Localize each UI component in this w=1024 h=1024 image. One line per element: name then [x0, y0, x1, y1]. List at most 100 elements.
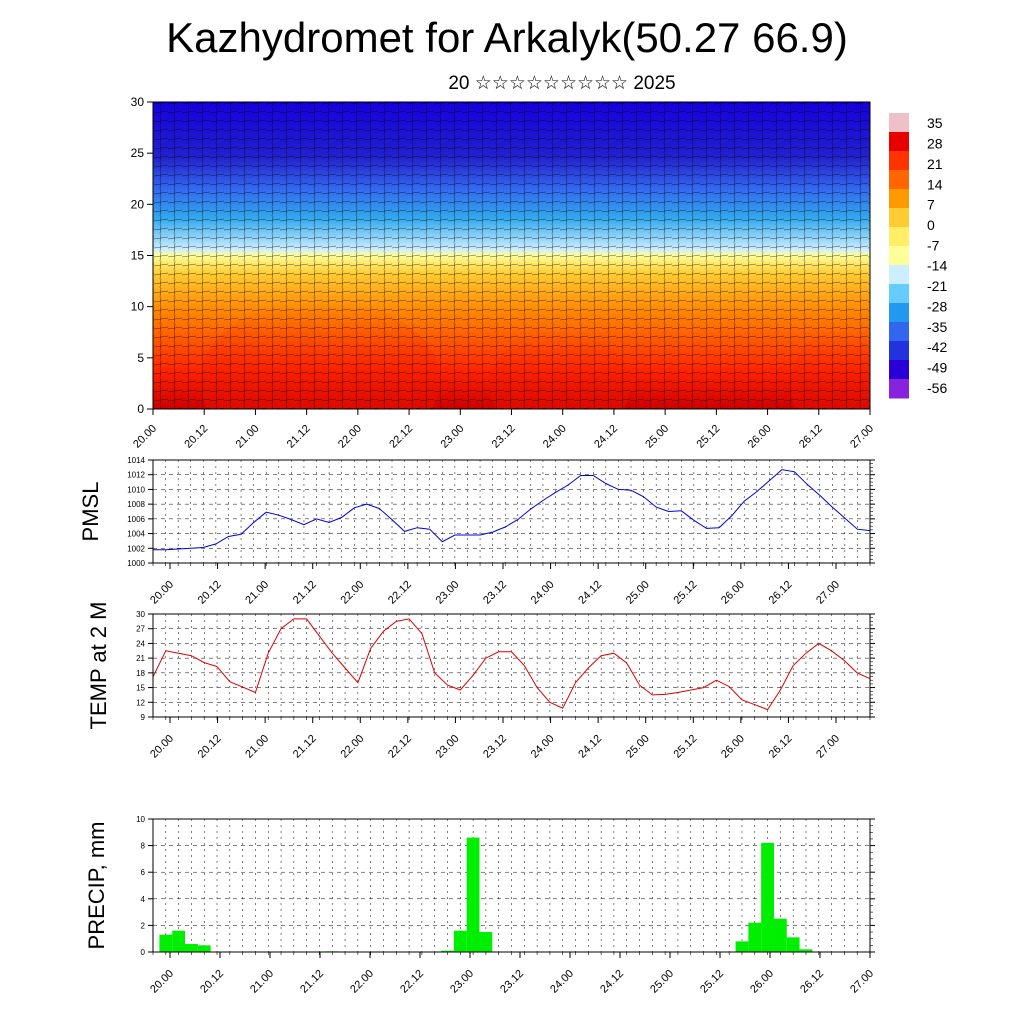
colorbar-label: -7 [927, 237, 940, 253]
x-tick-label: 20.12 [196, 733, 224, 761]
x-tick-label: 22.00 [338, 733, 366, 761]
x-tick-label: 25.00 [648, 968, 676, 996]
x-tick-label: 20.00 [148, 968, 176, 996]
colorbar-label: -14 [927, 258, 947, 274]
colorbar-label: -42 [927, 339, 947, 355]
page-subtitle: 20 ☆☆☆☆☆☆☆☆☆ 2025 [448, 73, 676, 94]
x-tick-label: 21.00 [248, 968, 276, 996]
x-tick-label: 20.12 [182, 423, 210, 451]
y-tick-label: 1000 [127, 559, 145, 568]
colorbar-label: -28 [927, 298, 947, 314]
x-tick-label: 23.12 [490, 423, 518, 451]
x-tick-label: 27.00 [848, 968, 876, 996]
y-tick-label: 30 [136, 610, 145, 619]
colorbar-segment [889, 208, 909, 228]
panel-frame [152, 613, 871, 718]
precip-bar [453, 930, 467, 952]
precip-bar [773, 918, 787, 952]
x-tick-label: 24.00 [548, 968, 576, 996]
x-tick-label: 23.12 [481, 733, 509, 761]
y-tick-label: 1006 [127, 515, 145, 524]
x-tick-label: 26.00 [748, 968, 776, 996]
y-tick-label: 15 [136, 684, 145, 693]
x-tick-label: 24.00 [529, 579, 557, 607]
x-tick-label: 24.00 [529, 733, 557, 761]
temp-line [152, 618, 871, 711]
precip-bar [159, 934, 173, 952]
x-tick-label: 20.12 [198, 968, 226, 996]
y-tick-label: 21 [136, 654, 145, 663]
precip-bar [466, 837, 480, 952]
x-tick-label: 20.00 [131, 423, 159, 451]
x-tick-label: 22.12 [386, 579, 414, 607]
precip-bar [786, 937, 800, 952]
x-tick-label: 26.12 [798, 968, 826, 996]
x-tick-label: 26.12 [767, 579, 795, 607]
colorbar-label: 21 [927, 156, 943, 172]
precip-bar [197, 945, 211, 952]
x-tick-label: 23.00 [434, 579, 462, 607]
y-tick-label: 0 [141, 948, 146, 957]
colorbar-segment [889, 151, 909, 171]
y-tick-label: 6 [141, 868, 146, 877]
panel-frame [152, 459, 871, 564]
y-tick-label: 15 [131, 249, 145, 263]
x-tick-label: 26.12 [767, 733, 795, 761]
colorbar-label: 35 [927, 115, 943, 131]
y-axis-label: PMSL [78, 482, 103, 542]
y-tick-label: 27 [136, 625, 145, 634]
x-tick-label: 27.00 [814, 733, 842, 761]
y-tick-label: 1004 [127, 530, 145, 539]
precip-panel: 0 2 4 6 8 10 20.00 20.12 21.00 21.12 22.00 22.12 23.… [84, 815, 876, 996]
y-tick-label: 10 [136, 815, 145, 824]
y-tick-label: 5 [137, 351, 144, 365]
y-tick-label: 1010 [127, 485, 145, 494]
precip-bar [172, 930, 186, 952]
x-tick-label: 21.00 [243, 579, 271, 607]
colorbar-label: 0 [927, 217, 935, 233]
x-tick-label: 27.00 [814, 579, 842, 607]
x-tick-label: 21.00 [243, 733, 271, 761]
y-tick-label: 24 [136, 639, 145, 648]
x-tick-label: 25.00 [643, 423, 671, 451]
pmsl-line [153, 469, 871, 551]
colorbar-segment [889, 379, 909, 399]
y-tick-label: 9 [141, 713, 146, 722]
colorbar-segment [889, 246, 909, 266]
colorbar-segment [889, 360, 909, 380]
y-tick-label: 1014 [127, 456, 145, 465]
x-tick-label: 20.00 [148, 579, 176, 607]
y-tick-label: 1008 [127, 500, 145, 509]
x-tick-label: 24.12 [592, 423, 620, 451]
precip-bar [748, 922, 762, 952]
x-tick-label: 26.12 [797, 423, 825, 451]
y-tick-label: 4 [141, 895, 146, 904]
x-tick-label: 26.00 [719, 733, 747, 761]
colorbar-segment [889, 113, 909, 133]
x-tick-label: 25.12 [671, 733, 699, 761]
y-tick-label: 8 [141, 842, 146, 851]
y-tick-label: 20 [131, 197, 145, 211]
x-tick-label: 23.12 [481, 579, 509, 607]
x-tick-label: 23.00 [434, 733, 462, 761]
x-tick-label: 22.00 [338, 579, 366, 607]
precip-bar [735, 941, 749, 952]
x-tick-label: 23.00 [448, 968, 476, 996]
precip-bar [761, 842, 774, 952]
y-axis-label: TEMP at 2 M [86, 602, 111, 730]
x-tick-label: 25.00 [624, 733, 652, 761]
precip-bar [799, 949, 813, 952]
x-tick-label: 22.12 [386, 733, 414, 761]
x-tick-label: 22.12 [387, 423, 415, 451]
x-tick-label: 27.00 [848, 423, 876, 451]
colorbar-label: 28 [927, 136, 943, 152]
x-tick-label: 25.12 [695, 423, 723, 451]
precip-bar [441, 950, 454, 952]
colorbar-label: -49 [927, 359, 947, 375]
colorbar-segment [889, 303, 909, 323]
colorbar-label: -35 [927, 319, 947, 335]
x-tick-label: 24.12 [598, 968, 626, 996]
x-tick-label: 26.00 [719, 579, 747, 607]
x-tick-label: 21.12 [291, 733, 319, 761]
